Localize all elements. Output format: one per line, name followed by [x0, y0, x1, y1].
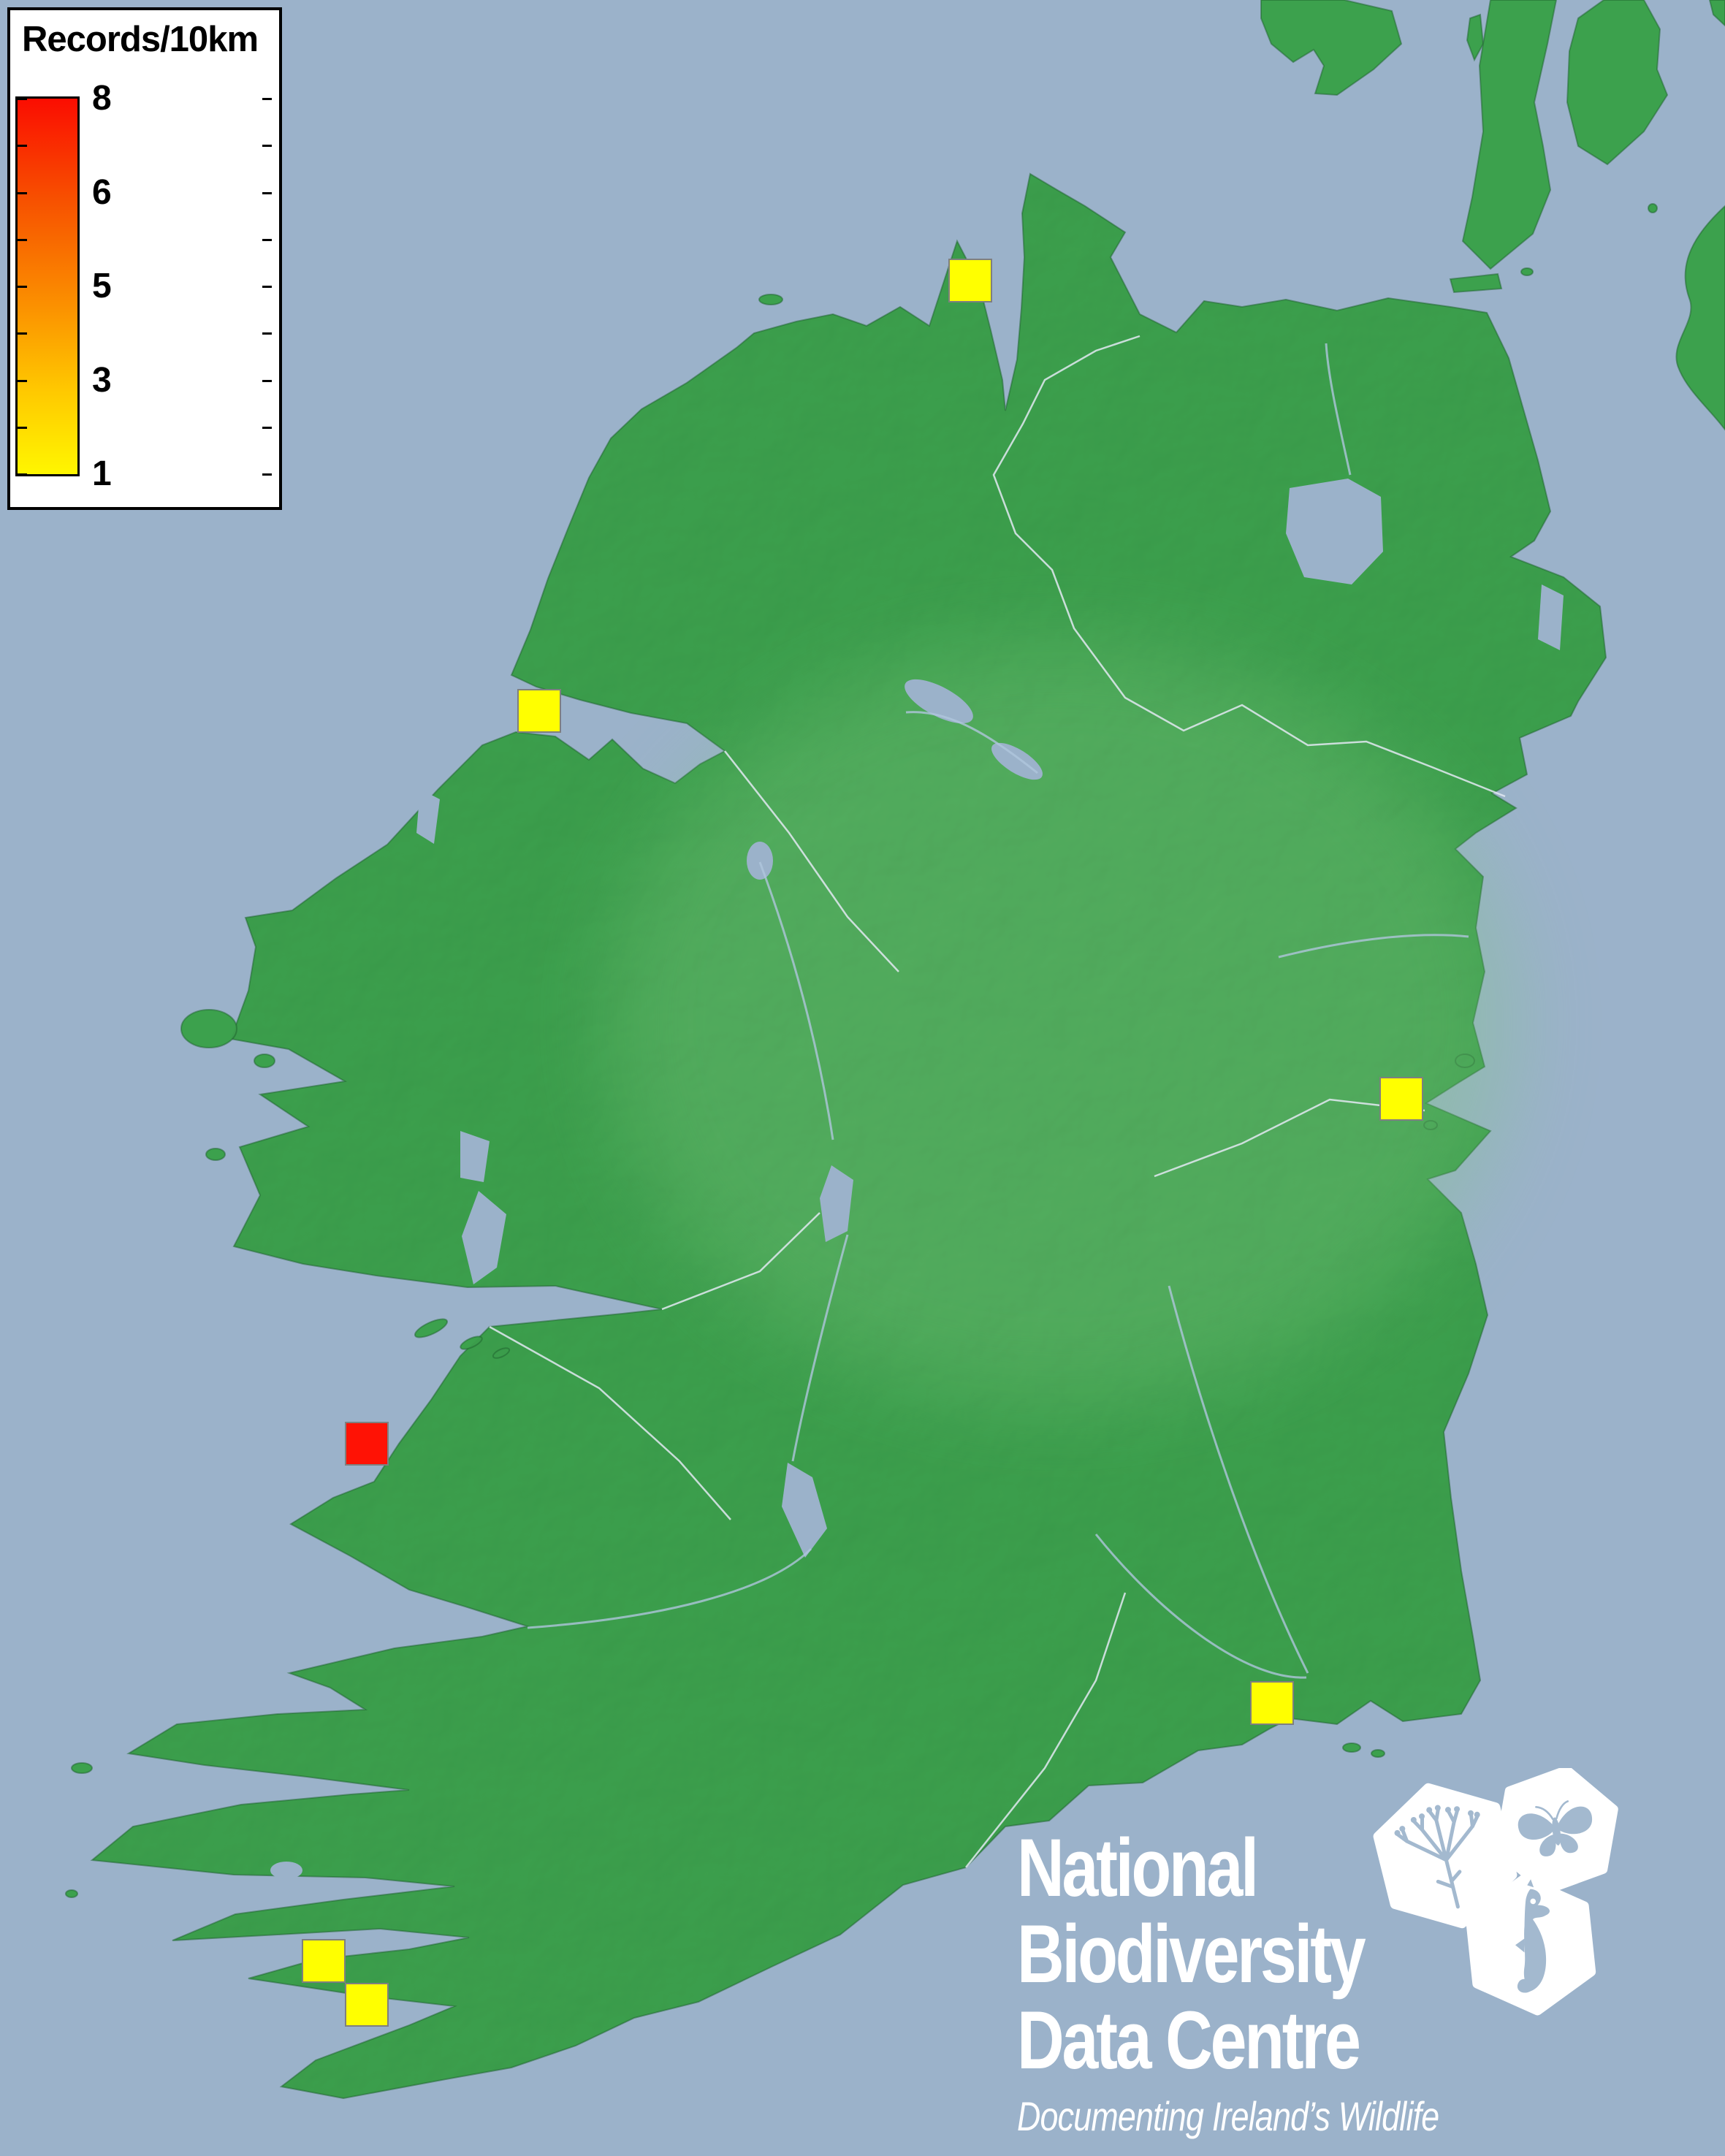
rivers-group	[527, 343, 1469, 1679]
county-line-2	[1154, 1098, 1425, 1178]
record-square[interactable]	[1379, 1077, 1423, 1121]
lough-mask	[460, 1131, 490, 1182]
legend-tick	[262, 145, 272, 148]
legend-tick-label: 3	[92, 360, 112, 400]
lough-neagh	[1286, 479, 1383, 584]
legend-tick-label: 1	[92, 454, 112, 493]
legend-tick	[18, 332, 27, 335]
clare-island	[254, 1054, 275, 1068]
islay-landmass	[1260, 0, 1403, 96]
ni-border	[992, 335, 1506, 798]
aran-island-1	[414, 1318, 449, 1338]
legend-tick	[18, 286, 27, 288]
legend-tick	[262, 473, 272, 476]
legend-tick	[18, 145, 27, 148]
inishbofin-island	[205, 1148, 226, 1161]
county-line-1	[661, 1212, 820, 1311]
saltee-island-1	[1342, 1742, 1361, 1753]
legend-panel: Records/10km 8 6 5 3 1	[7, 7, 282, 510]
lough-ree	[820, 1165, 853, 1242]
record-square[interactable]	[302, 1939, 346, 1983]
record-square[interactable]	[345, 1983, 389, 2027]
kintyre-landmass	[1461, 0, 1558, 270]
legend-tick	[18, 426, 27, 429]
county-line-4	[965, 1592, 1127, 1868]
legend-tick-label: 8	[92, 79, 112, 118]
lough-derg	[782, 1463, 827, 1558]
river-erne	[905, 711, 1038, 774]
legend-tick	[262, 191, 272, 194]
landmass-group	[65, 0, 1725, 2099]
blasket-island	[71, 1762, 93, 1774]
legend-tick	[18, 379, 27, 382]
river-barrow	[1168, 1285, 1309, 1674]
lough-corrib	[462, 1191, 506, 1284]
legend-title: Records/10km	[22, 20, 259, 59]
killarney-lakes	[270, 1862, 302, 1879]
gigha-island	[1466, 13, 1485, 62]
saltee-island-2	[1371, 1749, 1385, 1758]
lough-erne-lower	[905, 679, 973, 724]
record-square[interactable]	[345, 1422, 389, 1466]
legend-tick	[18, 98, 27, 100]
record-square[interactable]	[1250, 1681, 1294, 1725]
boundaries-group	[489, 335, 1506, 1868]
skellig-island	[65, 1889, 78, 1898]
river-suir	[1094, 1534, 1307, 1679]
lough-erne-upper	[991, 742, 1043, 780]
legend-tick	[18, 191, 27, 194]
lakes-group	[270, 479, 1564, 1879]
strangford-lough	[1538, 584, 1564, 650]
tory-island	[758, 294, 783, 305]
legend-tick	[18, 473, 27, 476]
rathlin-island	[1449, 273, 1503, 294]
legend-tick-label: 5	[92, 267, 112, 305]
lough-conn	[416, 789, 440, 844]
legend-tick	[18, 238, 27, 241]
county-line-3	[724, 750, 899, 972]
river-bann	[1325, 343, 1352, 476]
legend-tick	[262, 98, 272, 100]
record-square[interactable]	[517, 689, 561, 733]
ailsa-craig-islet	[1648, 203, 1658, 213]
legend-tick-label: 6	[92, 172, 112, 212]
legend-tick	[262, 286, 272, 288]
arran-island	[1566, 0, 1669, 166]
legend-tick	[262, 238, 272, 241]
river-shannon	[527, 861, 849, 1629]
sanda-islet	[1520, 267, 1534, 276]
legend-tick	[262, 332, 272, 335]
river-boyne	[1278, 934, 1469, 959]
legend-tick	[262, 426, 272, 429]
legend-tick	[262, 379, 272, 382]
county-line-5	[489, 1325, 731, 1520]
corner-coast	[1708, 0, 1725, 27]
lough-allen	[747, 842, 773, 880]
record-square[interactable]	[948, 259, 992, 302]
galloway-coast	[1675, 205, 1725, 431]
